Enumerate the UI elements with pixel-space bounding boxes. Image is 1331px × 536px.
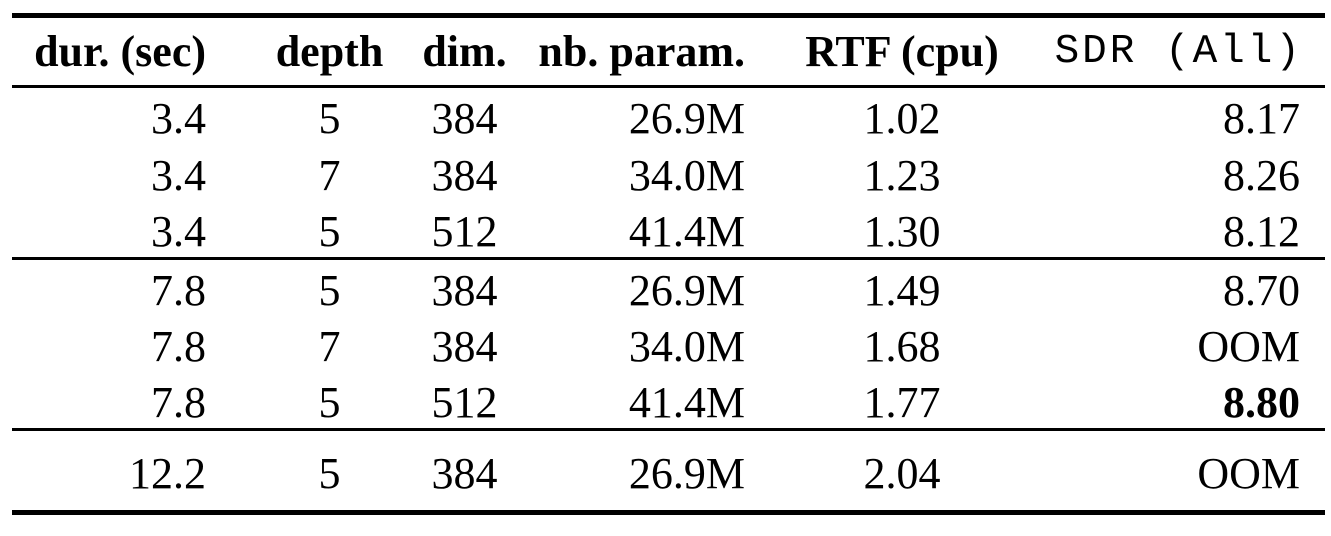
cell-rtf-cpu: 1.68 (863, 322, 941, 371)
table-row: 3.4 7 384 34.0M 1.23 8.26 (12, 144, 1325, 201)
cell-dur-sec: 3.4 (151, 94, 206, 143)
cell-dur-sec: 12.2 (129, 448, 206, 498)
header-row: dur. (sec) depth dim. nb. param. RTF (cp… (12, 16, 1325, 87)
cell-nb-param: 41.4M (628, 207, 745, 256)
column-header-nb-param: nb. param. (538, 27, 745, 76)
table-row: 7.8 7 384 34.0M 1.68 OOM (12, 316, 1325, 372)
cell-dim: 384 (431, 150, 498, 200)
column-header-rtf-cpu: RTF (cpu) (805, 27, 999, 76)
cell-depth: 5 (318, 448, 341, 498)
paper-table-page: dur. (sec) depth dim. nb. param. RTF (cp… (12, 13, 1325, 515)
table-group-3: 12.2 5 384 26.9M 2.04 OOM (12, 429, 1325, 513)
cell-depth: 5 (318, 378, 341, 427)
cell-nb-param: 26.9M (628, 94, 745, 143)
cell-sdr-all: 8.80 (1223, 378, 1300, 427)
cell-depth: 7 (318, 150, 341, 200)
table-row: 12.2 5 384 26.9M 2.04 OOM (12, 430, 1325, 513)
column-header-dur-sec: dur. (sec) (34, 27, 206, 76)
cell-sdr-all: 8.70 (1223, 266, 1300, 315)
cell-depth: 5 (318, 266, 341, 315)
cell-sdr-all: 8.17 (1223, 94, 1300, 143)
table-group-2: 7.8 5 384 26.9M 1.49 8.70 7.8 7 384 34.0M 1.68 OOM 7… (12, 258, 1325, 430)
cell-rtf-cpu: 1.49 (863, 266, 941, 315)
cell-dur-sec: 3.4 (151, 150, 206, 200)
cell-nb-param: 26.9M (628, 448, 745, 498)
cell-nb-param: 34.0M (628, 322, 745, 371)
cell-dur-sec: 7.8 (151, 378, 206, 427)
cell-sdr-all: 8.26 (1223, 150, 1300, 200)
cell-sdr-all: 8.12 (1223, 207, 1300, 256)
table-row: 3.4 5 384 26.9M 1.02 8.17 (12, 87, 1325, 145)
cell-rtf-cpu: 1.23 (863, 150, 941, 200)
cell-nb-param: 26.9M (628, 266, 745, 315)
cell-dim: 512 (431, 378, 498, 427)
table-header: dur. (sec) depth dim. nb. param. RTF (cp… (12, 16, 1325, 87)
cell-sdr-all: OOM (1197, 448, 1300, 498)
cell-dim: 384 (431, 448, 498, 498)
cell-dim: 384 (431, 266, 498, 315)
table-row: 7.8 5 512 41.4M 1.77 8.80 (12, 372, 1325, 430)
results-table: dur. (sec) depth dim. nb. param. RTF (cp… (12, 13, 1325, 515)
cell-dim: 512 (431, 207, 498, 256)
cell-dur-sec: 7.8 (151, 266, 206, 315)
cell-sdr-all: OOM (1197, 322, 1300, 371)
cell-dim: 384 (431, 322, 498, 371)
cell-dim: 384 (431, 94, 498, 143)
cell-dur-sec: 3.4 (151, 207, 206, 256)
column-header-sdr-all: SDR (All) (1054, 28, 1303, 75)
table-group-1: 3.4 5 384 26.9M 1.02 8.17 3.4 7 384 34.0M 1.23 8.26… (12, 87, 1325, 259)
cell-rtf-cpu: 2.04 (863, 448, 941, 498)
cell-depth: 5 (318, 207, 341, 256)
table-row: 7.8 5 384 26.9M 1.49 8.70 (12, 259, 1325, 317)
table-row: 3.4 5 512 41.4M 1.30 8.12 (12, 201, 1325, 259)
cell-depth: 5 (318, 94, 341, 143)
column-header-depth: depth (275, 27, 384, 76)
cell-nb-param: 41.4M (628, 378, 745, 427)
cell-rtf-cpu: 1.77 (863, 378, 941, 427)
cell-rtf-cpu: 1.30 (863, 207, 941, 256)
cell-dur-sec: 7.8 (151, 322, 206, 371)
cell-depth: 7 (318, 322, 341, 371)
cell-rtf-cpu: 1.02 (863, 94, 941, 143)
column-header-dim: dim. (422, 27, 507, 76)
cell-nb-param: 34.0M (628, 150, 745, 200)
